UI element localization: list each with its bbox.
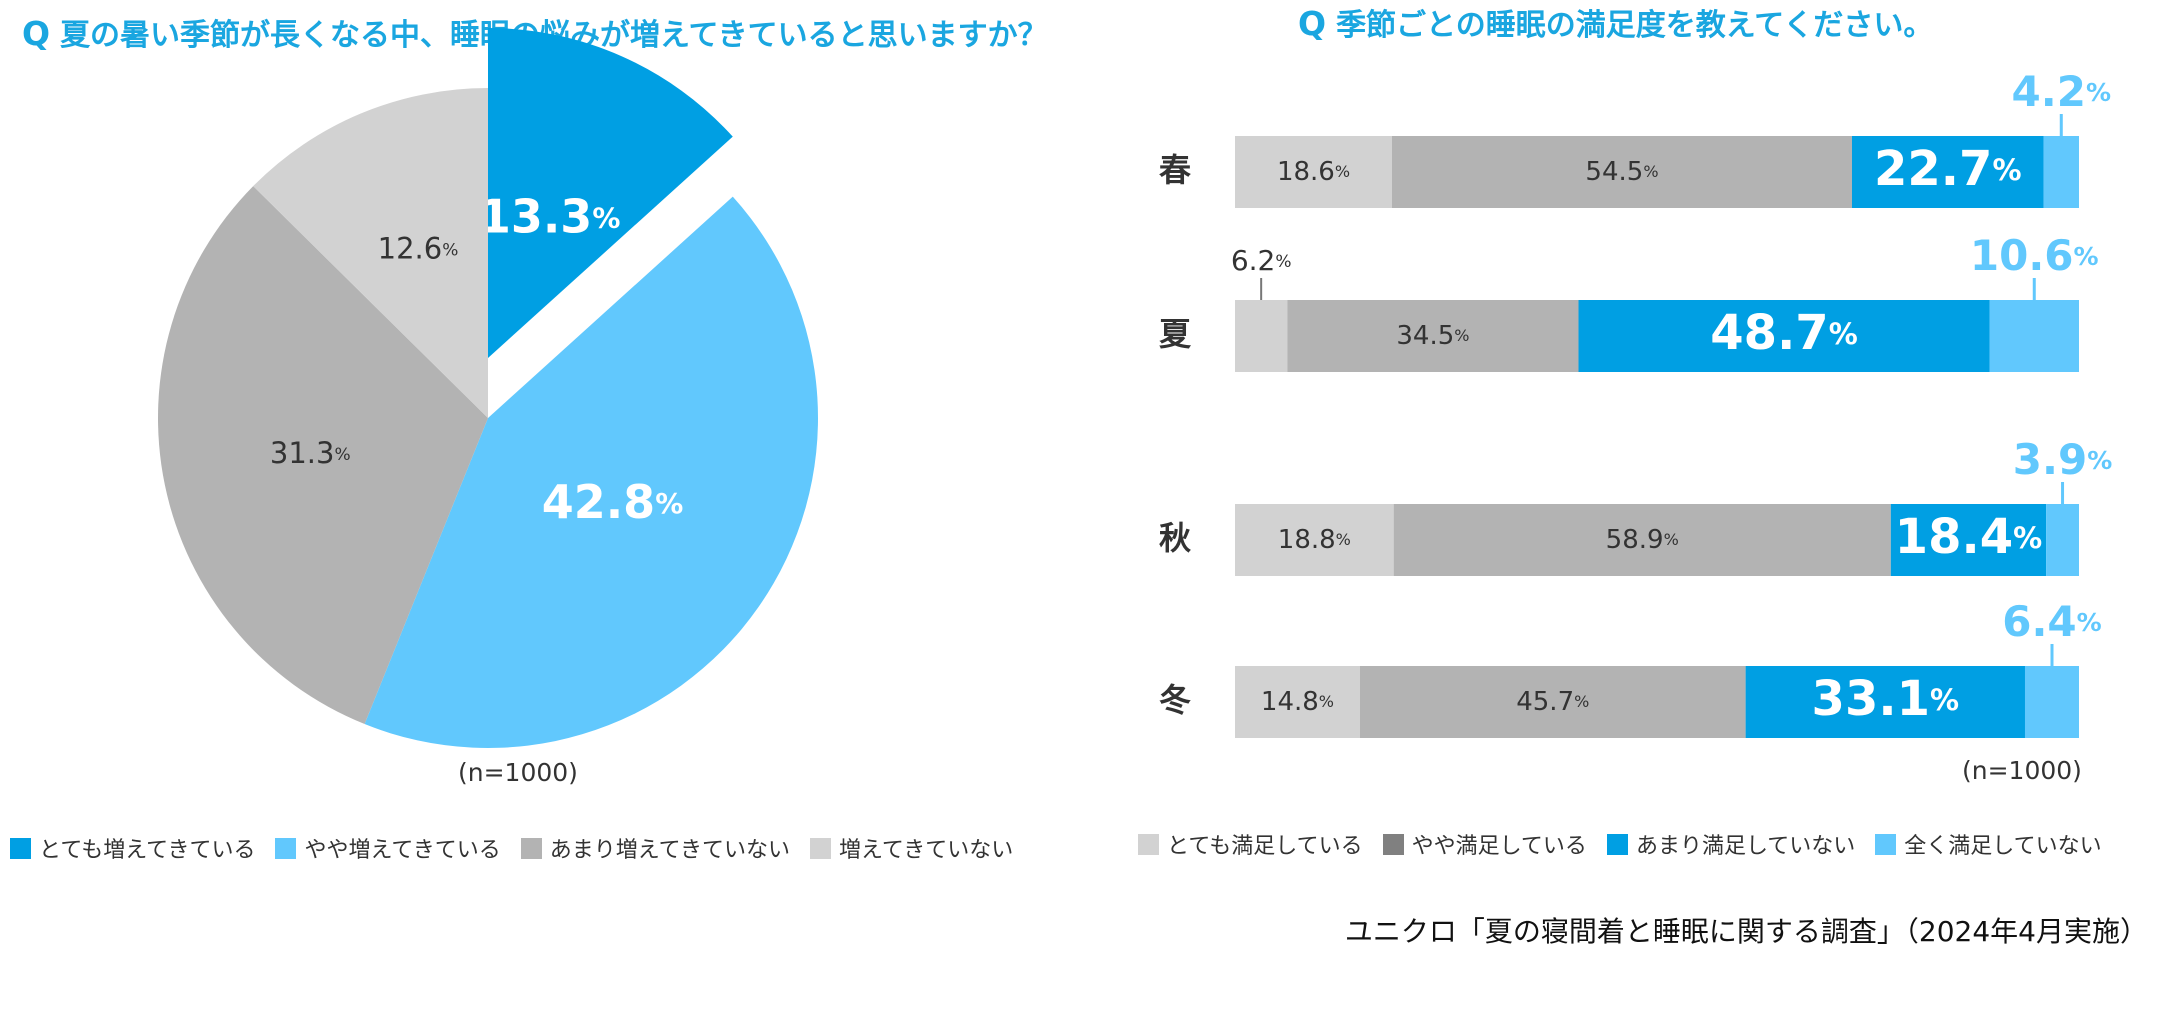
bar-value-label: 10.6%: [1970, 231, 2099, 280]
bar-value-label: 58.9%: [1606, 525, 1679, 555]
bar-value-label: 18.4%: [1895, 509, 2043, 565]
bar-value-label: 22.7%: [1874, 141, 2022, 197]
pie-question-marker: Q: [22, 14, 51, 53]
legend-label: 増えてきていない: [838, 838, 1014, 863]
bar-segment: [1391, 136, 1852, 208]
legend-label: とても増えてきている: [39, 838, 256, 863]
bar-segment: [1235, 666, 1360, 738]
bar-segment: [1578, 300, 1990, 372]
legend-swatch: [809, 837, 831, 859]
pie-legend: とても増えてきている やや増えてきている あまり増えてきていない 増えてきていない: [10, 832, 1033, 864]
bar-value-label: 18.6%: [1277, 157, 1350, 187]
legend-swatch: [1382, 833, 1404, 855]
legend-label: やや増えてきている: [304, 838, 501, 863]
category-label: 秋: [1159, 519, 1191, 557]
bar-value-label: 3.9%: [2013, 435, 2112, 484]
legend-label: あまり増えてきていない: [549, 838, 790, 863]
bar-question-text: 季節ごとの睡眠の満足度を教えてください。: [1336, 8, 1934, 43]
bar-segment: [2043, 136, 2079, 208]
legend-item: やや増えてきている: [275, 832, 501, 864]
bar-segment: [1359, 666, 1746, 738]
pie-slice: [488, 28, 733, 358]
bar-value-label: 54.5%: [1585, 157, 1658, 187]
bar-value-label: 4.2%: [2012, 67, 2111, 116]
stacked-bar-chart: 春 18.6% 54.5% 22.7% 4.2% 夏 6.2% 34.5% 48.7% 10.6%…: [1159, 67, 2112, 738]
legend-item: とても増えてきている: [10, 832, 255, 864]
bar-value-label: 33.1%: [1812, 671, 1960, 727]
pie-chart: 13.3% 42.8% 31.3% 12.6%: [158, 28, 818, 748]
bar-value-label: 45.7%: [1516, 687, 1589, 717]
legend-item: あまり満足していない: [1606, 828, 1856, 860]
bar-question-title: Q 季節ごとの睡眠の満足度を教えてください。: [1298, 0, 1933, 44]
legend-item: 増えてきていない: [809, 832, 1014, 864]
bar-value-label: 6.4%: [2002, 597, 2101, 646]
legend-swatch: [520, 837, 542, 859]
category-label: 夏: [1159, 315, 1192, 353]
bar-legend: とても満足している やや満足している あまり満足していない 全く満足していない: [1138, 828, 2122, 860]
category-label: 春: [1159, 151, 1191, 189]
category-label: 冬: [1159, 681, 1191, 719]
bar-segment: [1851, 136, 2044, 208]
pie-value-label: 42.8%: [542, 474, 684, 528]
bar-value-label: 6.2%: [1231, 244, 1292, 277]
bar-segment: [1989, 300, 2079, 372]
bar-value-label: 14.8%: [1261, 687, 1334, 717]
bar-segment: [1393, 504, 1891, 576]
bar-segment: [1890, 504, 2047, 576]
pie-slice: [158, 186, 488, 725]
bar-value-label: 34.5%: [1396, 321, 1469, 351]
legend-swatch: [1606, 833, 1628, 855]
bar-sample-size: (n=1000): [1962, 756, 2082, 785]
pie-sample-size: (n=1000): [458, 758, 578, 787]
bar-segment: [1235, 136, 1392, 208]
bar-value-label: 48.7%: [1710, 305, 1858, 361]
bar-segment: [2046, 504, 2079, 576]
pie-slice: [253, 88, 488, 418]
legend-item: 全く満足していない: [1875, 828, 2102, 860]
pie-value-label: 13.3%: [479, 189, 621, 243]
legend-swatch: [1138, 833, 1159, 855]
pie-slice: [364, 196, 818, 748]
bar-segment: [1235, 504, 1394, 576]
legend-swatch: [10, 837, 31, 859]
legend-swatch: [1875, 833, 1897, 855]
bar-question-marker: Q: [1298, 4, 1327, 43]
legend-item: やや満足している: [1382, 828, 1587, 860]
bar-segment: [1287, 300, 1579, 372]
legend-label: とても満足している: [1167, 834, 1363, 859]
bar-segment: [2024, 666, 2079, 738]
bar-value-label: 18.8%: [1278, 525, 1351, 555]
pie-value-label: 31.3%: [270, 436, 351, 470]
legend-item: あまり増えてきていない: [520, 832, 790, 864]
legend-label: あまり満足していない: [1635, 834, 1856, 859]
legend-label: 全く満足していない: [1904, 834, 2102, 859]
source-note: ユニクロ「夏の寝間着と睡眠に関する調査」（2024年4月実施）: [1344, 915, 2148, 948]
legend-label: やや満足している: [1411, 834, 1587, 859]
legend-item: とても満足している: [1138, 828, 1363, 860]
pie-value-label: 12.6%: [378, 232, 459, 266]
legend-swatch: [275, 837, 297, 859]
bar-segment: [1745, 666, 2025, 738]
bar-segment: [1235, 300, 1288, 372]
